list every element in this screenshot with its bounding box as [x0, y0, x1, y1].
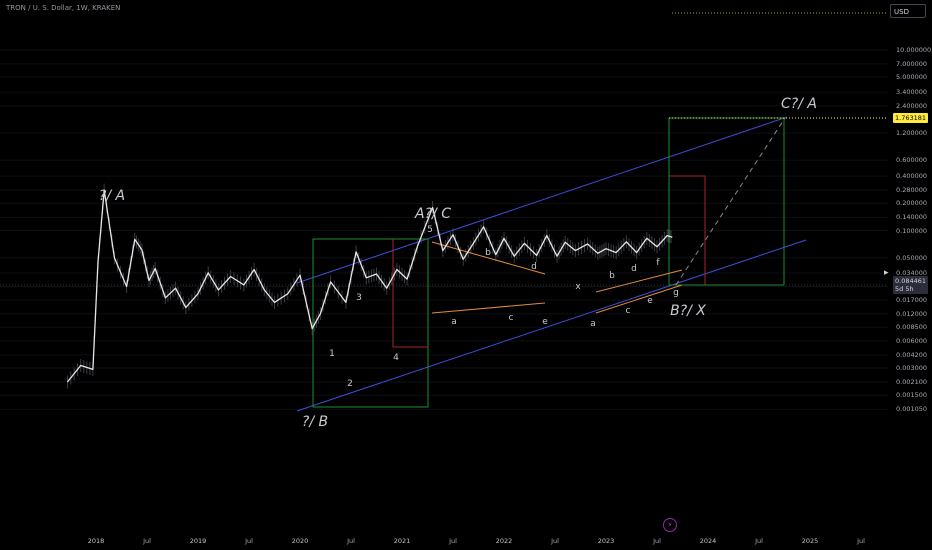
- green-box-2: [668, 117, 785, 286]
- price-tick-label: 0.050000: [896, 253, 928, 262]
- price-tick-label: 0.100000: [896, 226, 928, 235]
- time-tick-label: Jul: [449, 537, 457, 545]
- time-tick-label: 2021: [393, 537, 411, 545]
- price-tick-label: 0.001500: [896, 391, 928, 400]
- wave-label-x: x: [575, 282, 581, 292]
- wedge-top-line: [595, 269, 683, 293]
- time-tick-label: Jul: [551, 537, 559, 545]
- wave-label-a-q-c: A?/ C: [415, 206, 451, 222]
- wave-label-e2: e: [647, 296, 653, 306]
- time-tick-label: 2018: [87, 537, 105, 545]
- price-tick-label: 0.600000: [896, 156, 928, 165]
- green-box-1: [312, 238, 429, 408]
- price-tick-label: 0.004200: [896, 350, 928, 359]
- price-tick-label: 0.400000: [896, 172, 928, 181]
- price-tick-label: 7.000000: [896, 59, 928, 68]
- triangle-bottom-line: [431, 302, 546, 314]
- channel-upper-line: [296, 116, 788, 284]
- price-tick-label: 0.008500: [896, 323, 928, 332]
- time-tick-label: Jul: [857, 537, 865, 545]
- price-tick-label: 10.000000: [896, 45, 932, 54]
- current-price-tag: 0.084461 5d 5h: [893, 276, 929, 294]
- price-tick-label: 0.280000: [896, 186, 928, 195]
- wave-label-1: 1: [329, 349, 335, 359]
- wave-label-4: 4: [393, 353, 399, 363]
- wave-label-f2: f: [656, 258, 660, 268]
- wave-label-b-q-x: B?/ X: [670, 303, 706, 319]
- wave-label-q-a: ?/ A: [98, 188, 126, 204]
- time-tick-label: Jul: [347, 537, 355, 545]
- wave-label-g2: g: [673, 288, 679, 298]
- flash-icon[interactable]: ⚡: [663, 518, 677, 532]
- time-tick-label: 2025: [801, 537, 819, 545]
- wave-label-a1: a: [451, 317, 457, 327]
- price-tick-label: 0.003000: [896, 364, 928, 373]
- bar-countdown: 5d 5h: [895, 285, 914, 293]
- price-tick-label: 1.200000: [896, 129, 928, 138]
- wave-label-2: 2: [347, 379, 353, 389]
- price-line: [66, 189, 673, 383]
- time-tick-label: 2023: [597, 537, 615, 545]
- wave-label-d2: d: [631, 264, 637, 274]
- symbol-header: TRON / U. S. Dollar, 1W, KRAKEN: [6, 4, 121, 12]
- red-box-1: [392, 239, 428, 348]
- price-tick-label: 5.000000: [896, 73, 928, 82]
- wave-label-c2: c: [625, 306, 631, 316]
- wave-label-b1: b: [485, 248, 491, 258]
- price-tick-label: 0.001050: [896, 405, 928, 414]
- price-tick-label: 0.017000: [896, 296, 928, 305]
- price-tick-label: 0.200000: [896, 199, 928, 208]
- currency-button[interactable]: USD: [890, 4, 926, 18]
- channel-lower-line: [296, 239, 807, 412]
- time-tick-label: Jul: [245, 537, 253, 545]
- price-chart[interactable]: [0, 0, 888, 550]
- time-tick-label: Jul: [143, 537, 151, 545]
- wave-label-e1: e: [542, 317, 548, 327]
- wave-label-c-q-a: C?/ A: [781, 96, 817, 112]
- price-tick-label: 0.006000: [896, 336, 928, 345]
- wave-label-a2: a: [590, 319, 596, 329]
- price-tick-label: 0.002100: [896, 378, 928, 387]
- wedge-bottom-line: [595, 284, 683, 314]
- time-tick-label: 2022: [495, 537, 513, 545]
- scroll-right-arrow-icon[interactable]: ▸: [884, 268, 889, 278]
- chart-grid: [0, 49, 888, 410]
- target-price-tag: 1.763181: [893, 113, 929, 123]
- wave-label-d1: d: [531, 262, 537, 272]
- wave-label-3: 3: [356, 293, 362, 303]
- triangle-top-line: [431, 241, 546, 275]
- wave-label-q-b: ?/ B: [301, 414, 329, 430]
- wave-label-c1: c: [508, 313, 514, 323]
- current-price-value: 0.084461: [895, 277, 927, 285]
- time-tick-label: Jul: [755, 537, 763, 545]
- red-box-2: [669, 175, 706, 285]
- price-tick-label: 0.012000: [896, 309, 928, 318]
- wave-label-b2: b: [609, 271, 615, 281]
- time-tick-label: 2020: [291, 537, 309, 545]
- time-tick-label: 2024: [699, 537, 717, 545]
- time-tick-label: Jul: [653, 537, 661, 545]
- wave-label-5: 5: [427, 225, 433, 235]
- price-tick-label: 3.400000: [896, 88, 928, 97]
- time-tick-label: 2019: [189, 537, 207, 545]
- price-tick-label: 2.400000: [896, 101, 928, 110]
- price-tick-label: 0.034000: [896, 268, 928, 277]
- price-tick-label: 0.140000: [896, 213, 928, 222]
- projection-dashed-line: [675, 117, 786, 286]
